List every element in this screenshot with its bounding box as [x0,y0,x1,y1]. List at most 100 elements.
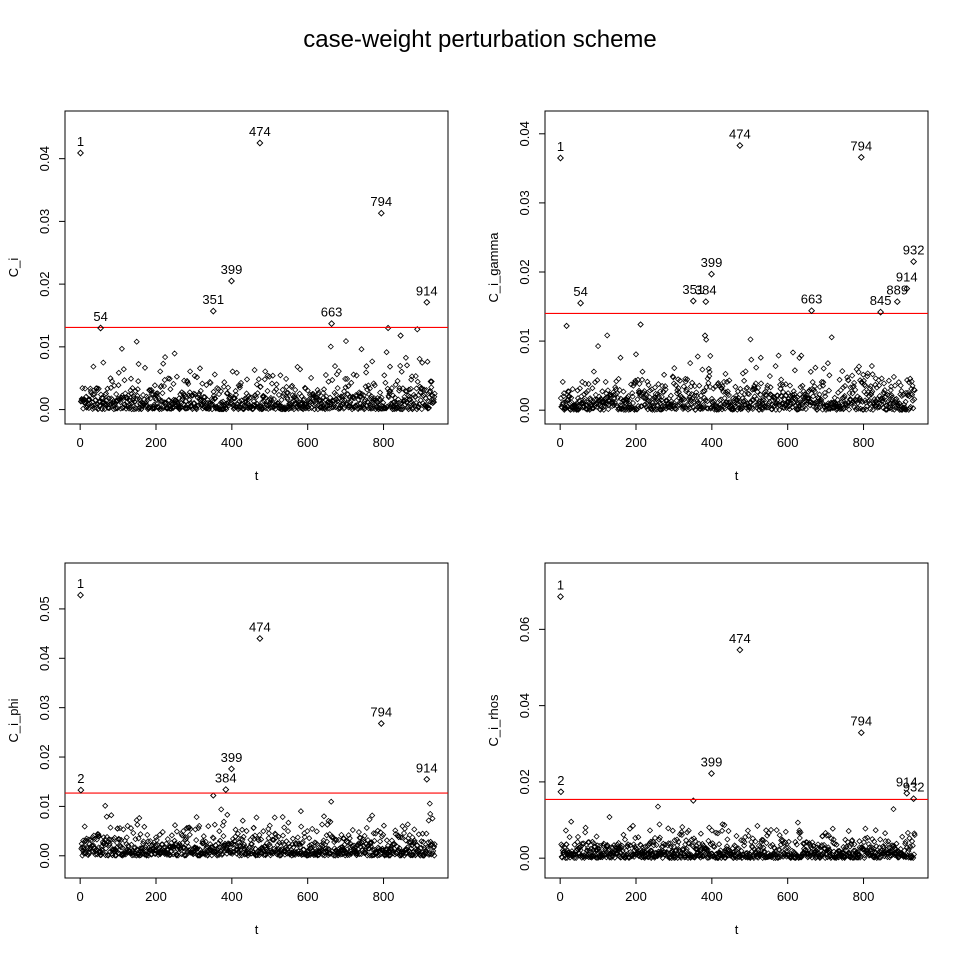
labeled-point-914 [903,789,911,797]
labeled-point-384 [222,786,230,794]
labeled-point-889 [893,298,901,306]
x-tick-label: 400 [221,889,243,904]
point-label-474: 474 [729,631,751,646]
y-axis-label: C_i_rhos [486,694,501,747]
panel-C_i_phi: 0 200 400 600 800 0.00 0.01 0.02 0.03 0.04 0.05 C_i… [6,562,449,937]
point-label-474: 474 [249,620,271,635]
y-tick-label: 0.01 [37,334,52,359]
plot-box [544,110,929,425]
x-axis-label: t [735,922,739,937]
labeled-point-845 [877,308,885,316]
labeled-point-474 [736,646,744,654]
x-tick-label: 0 [557,889,564,904]
labeled-point-54 [97,324,105,332]
panel-C_i: 0 200 400 600 800 0.00 0.01 0.02 0.03 0.04 C_it 1 54… [6,110,449,483]
labeled-point-474 [256,635,264,642]
labeled-point-1 [557,593,564,601]
y-tick-label: 0.06 [517,617,532,642]
y-tick-label: 0.04 [517,693,532,718]
point-label-794: 794 [370,704,392,719]
labeled-point-384 [702,298,710,306]
y-tick-label: 0.00 [517,846,532,871]
labeled-point-399 [708,270,715,278]
background-points [78,798,438,859]
x-tick-label: 200 [625,435,647,450]
labeled-point-54 [577,299,585,307]
labeled-point-914 [423,775,431,783]
x-tick-label: 600 [777,435,799,450]
labeled-point-932 [910,258,918,266]
point-label-351: 351 [682,282,704,297]
point-label-384: 384 [215,771,237,786]
point-label-914: 914 [416,283,438,298]
figure-title: case-weight perturbation scheme [303,26,657,53]
y-tick-label: 0.00 [517,398,532,423]
unlabeled-point [384,324,392,332]
labeled-point-663 [328,320,336,328]
point-label-663: 663 [321,305,343,320]
x-tick-label: 400 [701,435,723,450]
unlabeled-point [397,332,404,339]
y-tick-label: 0.02 [517,769,532,794]
labeled-point-2 [77,786,85,794]
y-axis-label: C_i [6,258,21,278]
plot-box [64,562,449,879]
y-tick-label: 0.04 [37,646,52,671]
y-tick-label: 0.03 [37,695,52,720]
labeled-point-351 [689,297,697,305]
y-axis-label: C_i_gamma [486,232,501,303]
point-label-1: 1 [557,578,564,593]
x-tick-label: 800 [853,435,875,450]
unlabeled-point [563,322,570,330]
point-label-914: 914 [896,774,918,789]
unlabeled-point [690,797,697,804]
unlabeled-point [210,792,217,799]
y-tick-label: 0.02 [517,259,532,284]
y-tick-label: 0.04 [37,146,52,171]
x-tick-label: 800 [853,889,875,904]
y-tick-label: 0.00 [37,843,52,868]
point-label-2: 2 [77,771,84,786]
point-label-794: 794 [850,138,872,153]
x-tick-label: 400 [701,889,723,904]
x-tick-label: 200 [145,889,167,904]
point-label-914: 914 [416,760,438,775]
y-tick-label: 0.05 [37,596,52,621]
y-tick-label: 0.02 [37,271,52,296]
x-tick-label: 800 [373,435,395,450]
background-points [77,338,438,413]
x-axis-label: t [735,468,739,483]
labeled-point-914 [423,298,431,306]
labeled-point-932 [910,795,918,803]
labeled-point-794 [857,729,865,737]
unlabeled-point [701,332,709,339]
y-tick-label: 0.01 [37,794,52,819]
labeled-point-794 [857,153,865,161]
x-tick-label: 200 [145,435,167,450]
point-label-794: 794 [850,714,872,729]
point-label-399: 399 [221,262,243,277]
labeled-point-914 [903,285,911,293]
y-tick-label: 0.02 [37,744,52,769]
labeled-point-399 [708,770,715,777]
x-tick-label: 0 [77,435,84,450]
labeled-point-2 [557,788,565,796]
x-axis-label: t [255,922,259,937]
y-tick-label: 0.03 [517,190,532,215]
point-label-474: 474 [729,127,751,142]
point-label-54: 54 [93,309,107,324]
x-tick-label: 600 [297,435,319,450]
point-label-54: 54 [573,284,587,299]
point-label-889: 889 [886,283,908,298]
labeled-point-399 [228,277,235,285]
labeled-point-1 [77,591,84,599]
labeled-point-794 [377,209,385,217]
point-label-845: 845 [870,293,892,308]
y-tick-label: 0.01 [517,328,532,353]
x-axis-label: t [255,468,259,483]
y-tick-label: 0.03 [37,209,52,234]
labeled-point-399 [228,765,235,773]
point-label-914: 914 [896,270,918,285]
y-axis-label: C_i_phi [6,698,21,742]
